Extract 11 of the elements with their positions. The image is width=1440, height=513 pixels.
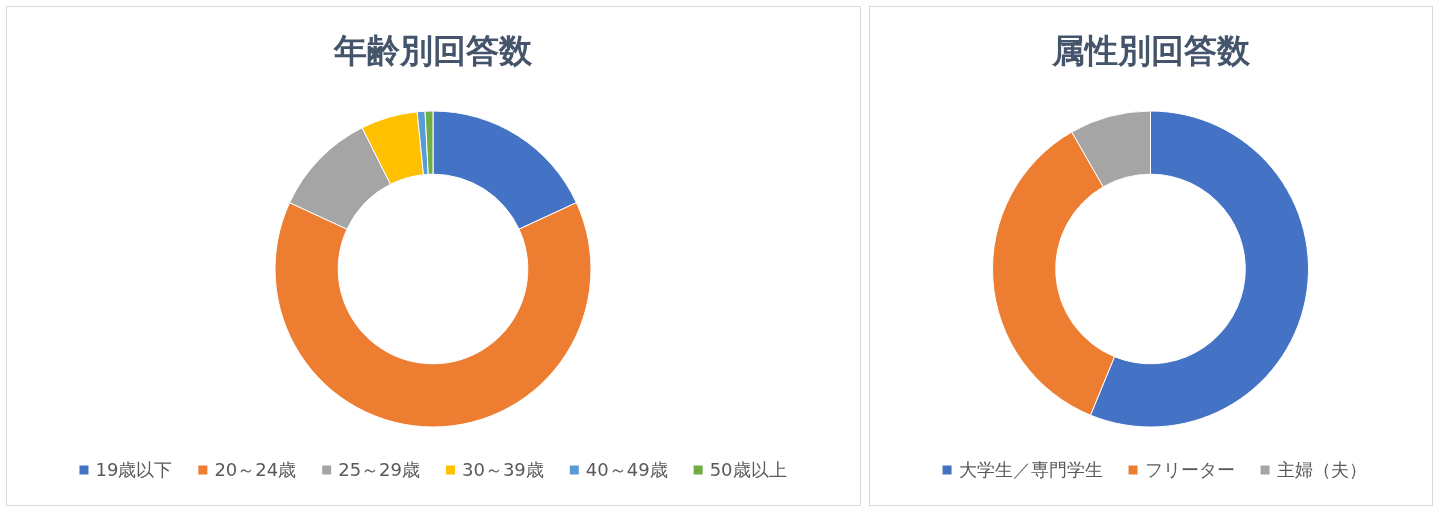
legend-label: 30～39歳: [462, 459, 544, 480]
chart-title: 年齢別回答数: [333, 31, 533, 70]
legend-label: 40～49歳: [585, 459, 668, 480]
legend-label: 主婦（夫）: [1276, 459, 1359, 480]
legend-label: 50歳以上: [709, 459, 787, 480]
legend-label: 大学生／専門学生: [958, 459, 1103, 480]
chart-title: 属性別回答数: [1050, 31, 1251, 70]
legend-label: 19歳以下: [95, 459, 173, 480]
legend-label: 25～29歳: [338, 459, 420, 480]
legend-label: フリーター: [1144, 459, 1235, 480]
legend-label: 20～24歳: [214, 459, 297, 480]
